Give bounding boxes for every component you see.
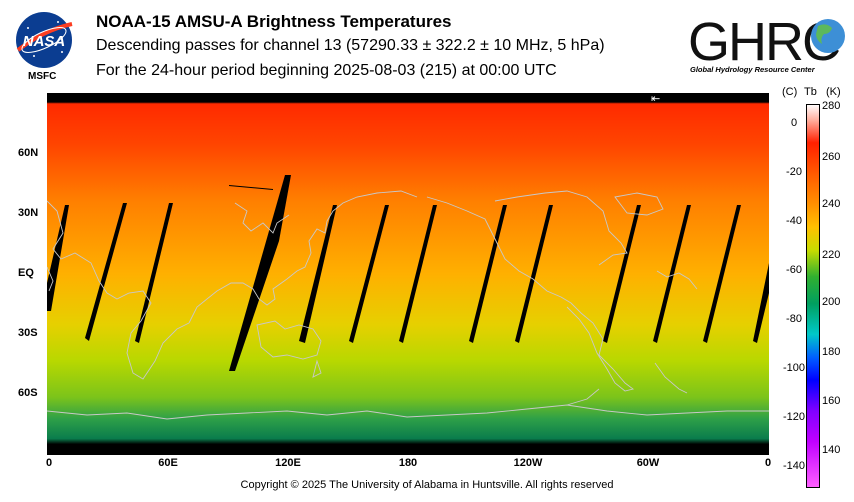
colorbar-k-tick: 200 bbox=[822, 296, 841, 308]
swath-gap bbox=[653, 205, 691, 343]
brightness-temperature-map: ⇤ bbox=[47, 93, 769, 455]
temperature-field bbox=[47, 93, 769, 455]
lon-label-60e: 60E bbox=[158, 457, 178, 469]
colorbar-c-tick: -40 bbox=[786, 215, 802, 227]
lon-label-0-east: 0 bbox=[764, 457, 772, 469]
page-title: NOAA-15 AMSU-A Brightness Temperatures bbox=[96, 12, 452, 31]
lat-label-30n: 30N bbox=[18, 207, 39, 219]
colorbar-c-tick: -120 bbox=[782, 411, 806, 423]
lat-label-30s: 30S bbox=[18, 327, 38, 339]
orbit-arrow-marker: ⇤ bbox=[651, 93, 660, 105]
colorbar-unit-celsius: (C) bbox=[782, 86, 798, 98]
colorbar-k-tick: 280 bbox=[822, 100, 841, 112]
swath-gap bbox=[703, 205, 741, 343]
colorbar-c-tick: -80 bbox=[786, 313, 802, 325]
nasa-logo-text: NASA bbox=[23, 33, 66, 50]
swath-gap bbox=[47, 205, 69, 311]
lat-label-60n: 60N bbox=[18, 147, 39, 159]
swath-gap bbox=[299, 205, 337, 343]
colorbar bbox=[806, 104, 820, 488]
colorbar-k-tick: 260 bbox=[822, 151, 841, 163]
swath-gap bbox=[399, 205, 437, 343]
copyright-notice: Copyright © 2025 The University of Alaba… bbox=[240, 479, 614, 491]
subtitle-period: For the 24-hour period beginning 2025-08… bbox=[96, 62, 557, 79]
swath-gap bbox=[349, 205, 389, 343]
swath-gap bbox=[515, 205, 553, 343]
swath-gap bbox=[603, 205, 641, 343]
swath-gap bbox=[85, 203, 127, 341]
colorbar-unit-tb: Tb bbox=[804, 86, 817, 98]
colorbar-c-tick: -20 bbox=[786, 166, 802, 178]
lon-label-180: 180 bbox=[398, 457, 418, 469]
colorbar-k-tick: 140 bbox=[822, 444, 841, 456]
colorbar-unit-kelvin: (K) bbox=[826, 86, 841, 98]
coastlines bbox=[47, 190, 769, 420]
colorbar-k-tick: 240 bbox=[822, 198, 841, 210]
lat-label-60s: 60S bbox=[18, 387, 38, 399]
ghrc-logo: GHRC bbox=[688, 12, 845, 68]
ghrc-logo-caption: Global Hydrology Resource Center bbox=[690, 65, 815, 74]
swath-gap bbox=[229, 175, 291, 371]
lon-label-0: 0 bbox=[45, 457, 53, 469]
lon-label-120e: 120E bbox=[275, 457, 301, 469]
swath-gap bbox=[469, 205, 507, 343]
colorbar-c-tick: -140 bbox=[782, 460, 806, 472]
swath-gap bbox=[753, 263, 769, 343]
colorbar-c-tick: -100 bbox=[782, 362, 806, 374]
swath-gap bbox=[229, 185, 273, 190]
swath-gap bbox=[135, 203, 173, 343]
nasa-logo: NASA bbox=[16, 12, 73, 68]
colorbar-c-tick: -60 bbox=[786, 264, 802, 276]
lon-label-60w: 60W bbox=[636, 457, 660, 469]
subtitle-channel: Descending passes for channel 13 (57290.… bbox=[96, 37, 605, 54]
colorbar-k-tick: 160 bbox=[822, 395, 841, 407]
lon-label-120w: 120W bbox=[513, 457, 543, 469]
colorbar-k-tick: 180 bbox=[822, 346, 841, 358]
data-gaps bbox=[47, 175, 769, 371]
colorbar-k-tick: 220 bbox=[822, 249, 841, 261]
lat-label-eq: EQ bbox=[18, 267, 34, 279]
nasa-logo-caption: MSFC bbox=[28, 71, 57, 82]
colorbar-c-tick: 0 bbox=[790, 117, 798, 129]
